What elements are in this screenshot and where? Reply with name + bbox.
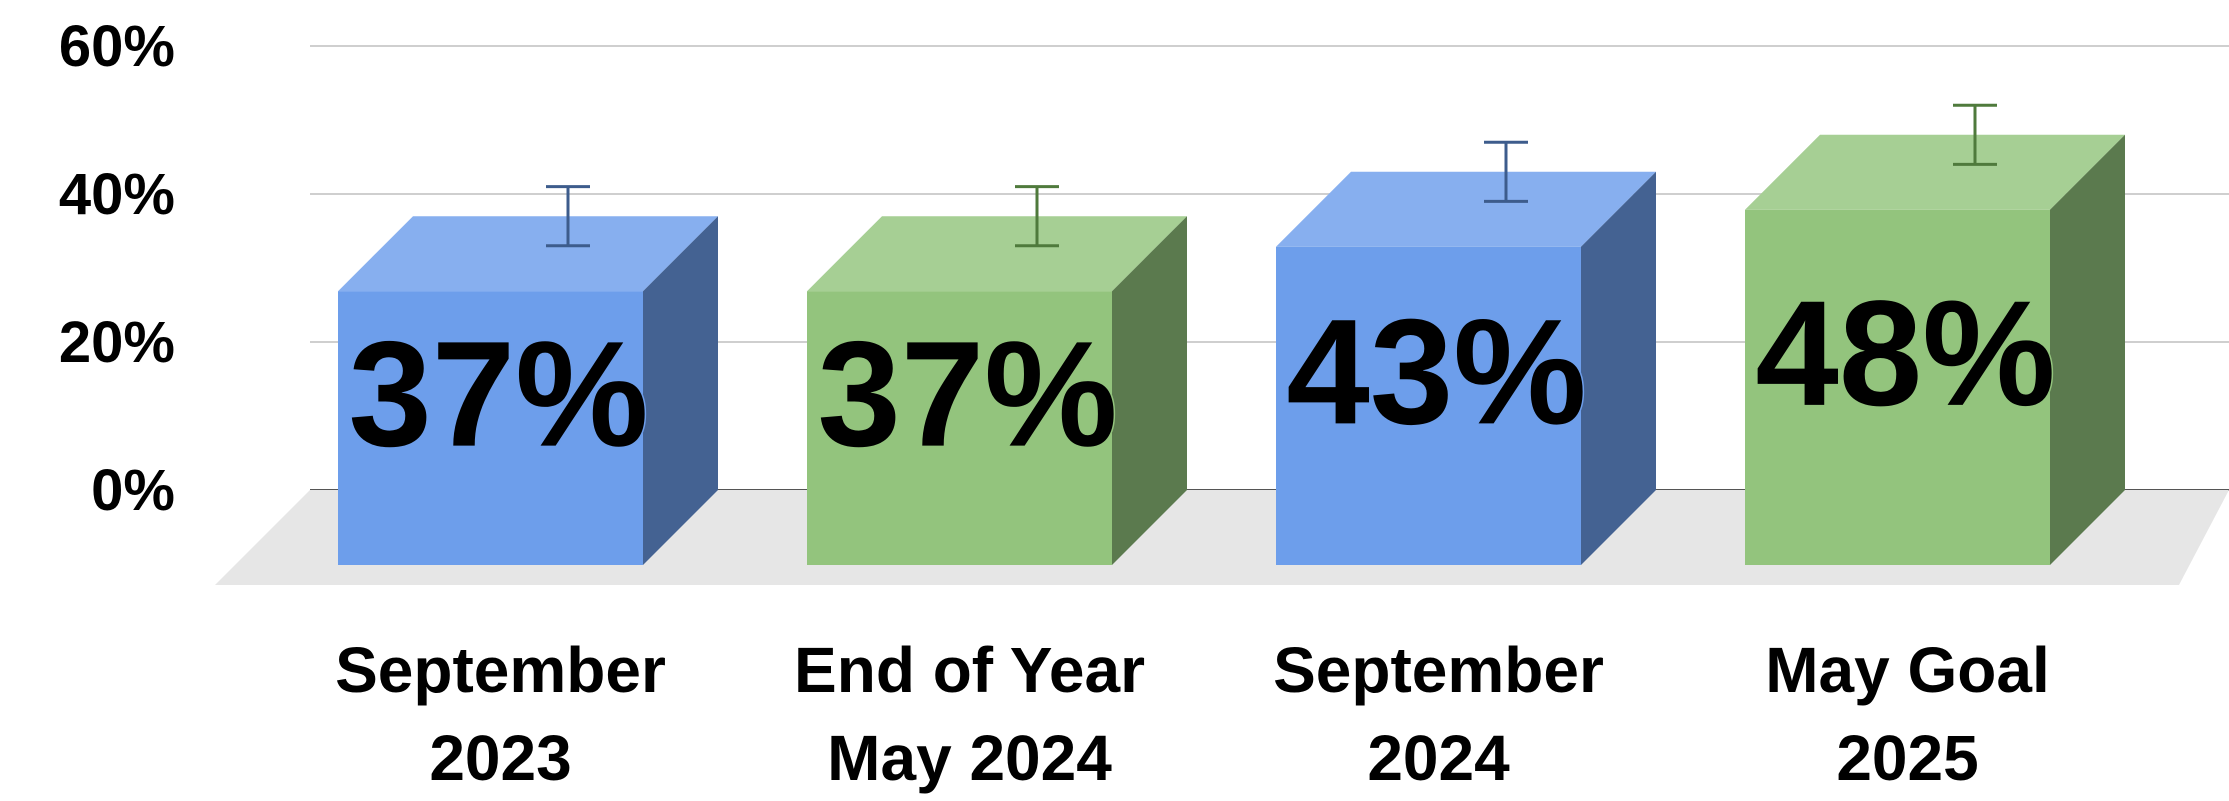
- data-label: 37%: [348, 310, 648, 478]
- x-category-label: May Goal: [1765, 634, 2050, 706]
- bar-front-face: [338, 291, 643, 565]
- data-label: 48%: [1755, 269, 2055, 437]
- y-tick-label: 60%: [59, 14, 175, 79]
- y-tick-label: 0%: [91, 458, 175, 523]
- bar-side-face: [1112, 216, 1187, 565]
- x-axis-categories: September 2023 End of Year May 2024 Septembe…: [335, 634, 2050, 794]
- data-label: 37%: [817, 310, 1117, 478]
- y-axis-ticks: 0% 20% 40% 60%: [59, 14, 175, 523]
- bar: 37%: [807, 185, 1187, 565]
- bar-side-face: [1581, 171, 1656, 566]
- error-bar: [1484, 140, 1528, 203]
- bar-top-face: [1745, 134, 2125, 210]
- bar: 48%: [1745, 103, 2125, 566]
- x-category-label: End of Year: [794, 634, 1145, 706]
- bar-top-face: [807, 216, 1187, 292]
- x-category-label: 2025: [1836, 722, 1978, 794]
- chart-floor: [215, 490, 2229, 585]
- bar: 43%: [1276, 140, 1656, 566]
- error-bar: [546, 185, 590, 248]
- x-category-label: 2024: [1367, 722, 1510, 794]
- bars: 37% 37% 43% 48%: [338, 103, 2125, 566]
- y-tick-label: 20%: [59, 310, 175, 375]
- bar-side-face: [643, 216, 718, 565]
- bar-top-face: [338, 216, 718, 292]
- y-tick-label: 40%: [59, 162, 175, 227]
- floor-plane: [215, 490, 2229, 585]
- bar-front-face: [1276, 246, 1581, 566]
- bar-front-face: [807, 291, 1112, 565]
- x-category-label: 2023: [429, 722, 571, 794]
- x-category-label: September: [335, 634, 666, 706]
- x-category-label: May 2024: [827, 722, 1112, 794]
- x-category-label: September: [1273, 634, 1604, 706]
- bar-side-face: [2050, 134, 2125, 566]
- bar-front-face: [1745, 209, 2050, 566]
- error-bar: [1953, 103, 1997, 166]
- error-bar: [1015, 185, 1059, 248]
- bar-top-face: [1276, 171, 1656, 247]
- bar: 37%: [338, 185, 718, 565]
- data-label: 43%: [1286, 287, 1586, 455]
